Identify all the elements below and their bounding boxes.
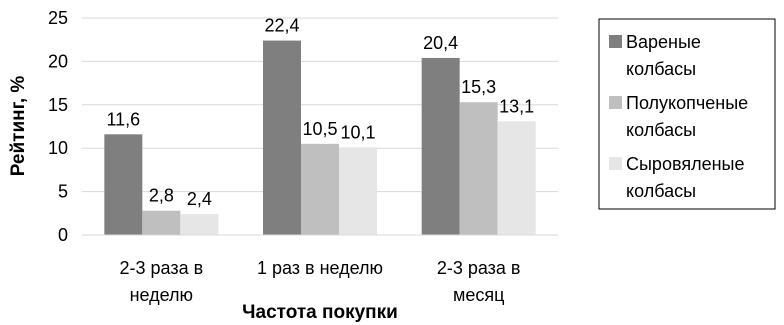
x-axis-ticks: 2-3 раза в неделю 1 раз в неделю 2-3 раза в… (119, 258, 520, 305)
legend-label: Полукопченые колбасы (626, 93, 748, 140)
x-tick-label: 2-3 раза в месяц (437, 258, 521, 305)
data-label: 20,4 (423, 33, 458, 53)
bar (180, 214, 219, 235)
legend-frame (598, 18, 776, 210)
data-labels: 11,6 2,8 2,4 22,4 10,5 10,1 20,4 15,313,1 (106, 16, 534, 210)
data-label: 22,4 (264, 16, 299, 36)
data-label: 2,4 (187, 189, 212, 209)
y-tick-label: 15 (48, 95, 68, 115)
bars (104, 40, 536, 236)
y-tick-label: 10 (48, 138, 68, 158)
bar (339, 147, 377, 235)
x-tick-label: 2-3 раза в неделю (119, 258, 203, 305)
x-tick-label: 1 раз в неделю (257, 258, 383, 278)
data-label: 10,5 (302, 119, 337, 139)
data-label: 15,3 (461, 77, 496, 97)
bar (459, 102, 498, 235)
y-tick-label: 20 (48, 51, 68, 71)
legend-label: Вареные колбасы (626, 32, 701, 79)
data-label: 2,8 (149, 186, 174, 206)
legend-swatch (609, 35, 622, 48)
y-axis-title: Рейтинг, % (8, 76, 29, 177)
bar (421, 57, 460, 235)
y-axis-ticks: 0 5 10 15 20 25 (48, 8, 68, 245)
bar (104, 134, 143, 235)
y-tick-label: 25 (48, 8, 68, 28)
y-tick-label: 0 (58, 225, 68, 245)
data-label: 13,1 (499, 96, 534, 116)
data-label: 11,6 (106, 109, 140, 129)
y-tick-label: 5 (58, 182, 68, 202)
legend-label: Сыровяленые колбасы (626, 154, 744, 201)
legend-swatch (609, 96, 622, 109)
bar (301, 143, 339, 235)
bar (497, 121, 536, 235)
x-axis-title: Частота покупки (242, 302, 398, 323)
legend-swatch (609, 157, 622, 170)
bar (263, 40, 301, 236)
legend: Вареные колбасы Полукопченые колбасы Сыровял… (598, 18, 776, 210)
bar (142, 210, 181, 235)
data-label: 10,1 (340, 122, 375, 142)
